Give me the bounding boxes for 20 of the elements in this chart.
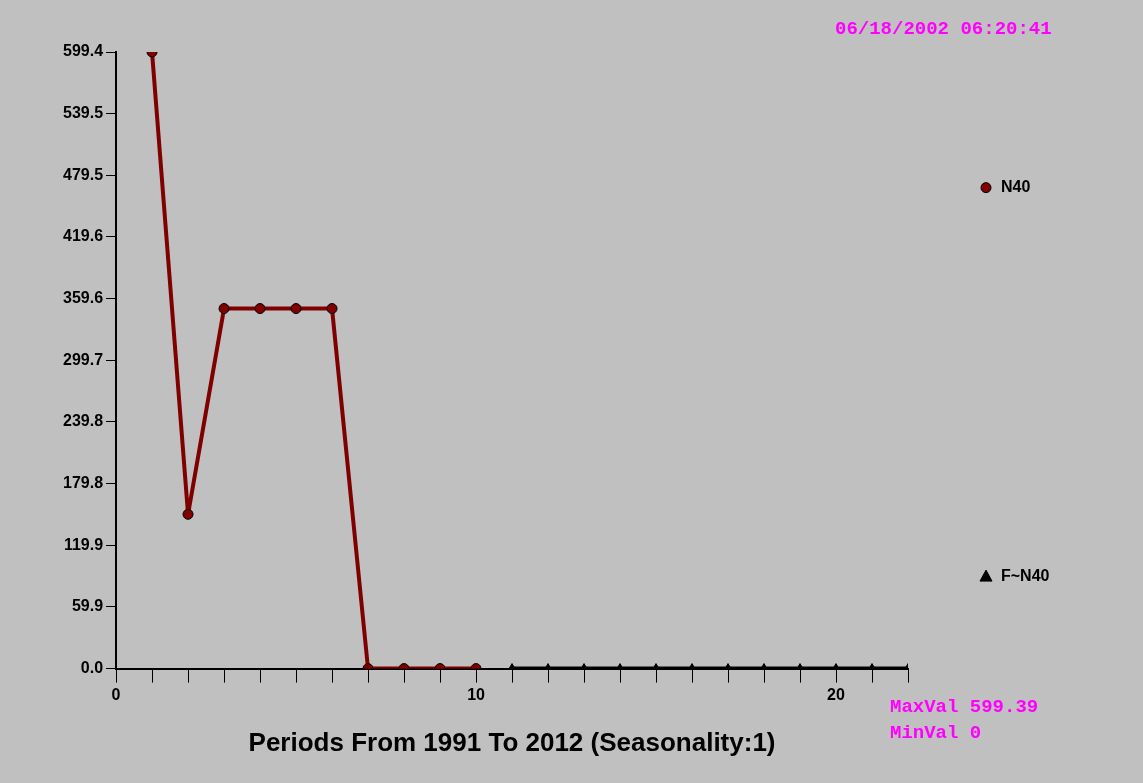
y-tick-label: 419.6 bbox=[62, 227, 104, 245]
x-axis-title: Periods From 1991 To 2012 (Seasonality:1) bbox=[248, 726, 776, 757]
x-tick-label: 0 bbox=[111, 685, 121, 703]
text: MaxVal 599.39 bbox=[890, 696, 1039, 718]
y-tick-label: 299.7 bbox=[62, 350, 104, 368]
x-tick-label: 10 bbox=[467, 685, 486, 703]
y-tick-label: 359.6 bbox=[62, 289, 104, 307]
legend-label: F~N40 bbox=[1001, 566, 1050, 584]
text: MinVal 0 bbox=[890, 722, 982, 744]
y-tick-label: 539.5 bbox=[62, 104, 104, 122]
y-tick-label: 0.0 bbox=[80, 659, 104, 677]
y-tick-label: 479.5 bbox=[62, 165, 104, 183]
y-tick-label: 239.8 bbox=[62, 412, 104, 430]
y-tick-label: 599.4 bbox=[62, 42, 104, 60]
x-tick-label: 20 bbox=[827, 685, 845, 703]
y-tick-label: 119.9 bbox=[63, 535, 104, 553]
y-tick-label: 179.8 bbox=[62, 474, 104, 492]
legend-label: N40 bbox=[1001, 178, 1031, 196]
y-tick-label: 59.9 bbox=[71, 597, 104, 615]
text: 06/18/2002 06:20:41 bbox=[835, 18, 1052, 40]
